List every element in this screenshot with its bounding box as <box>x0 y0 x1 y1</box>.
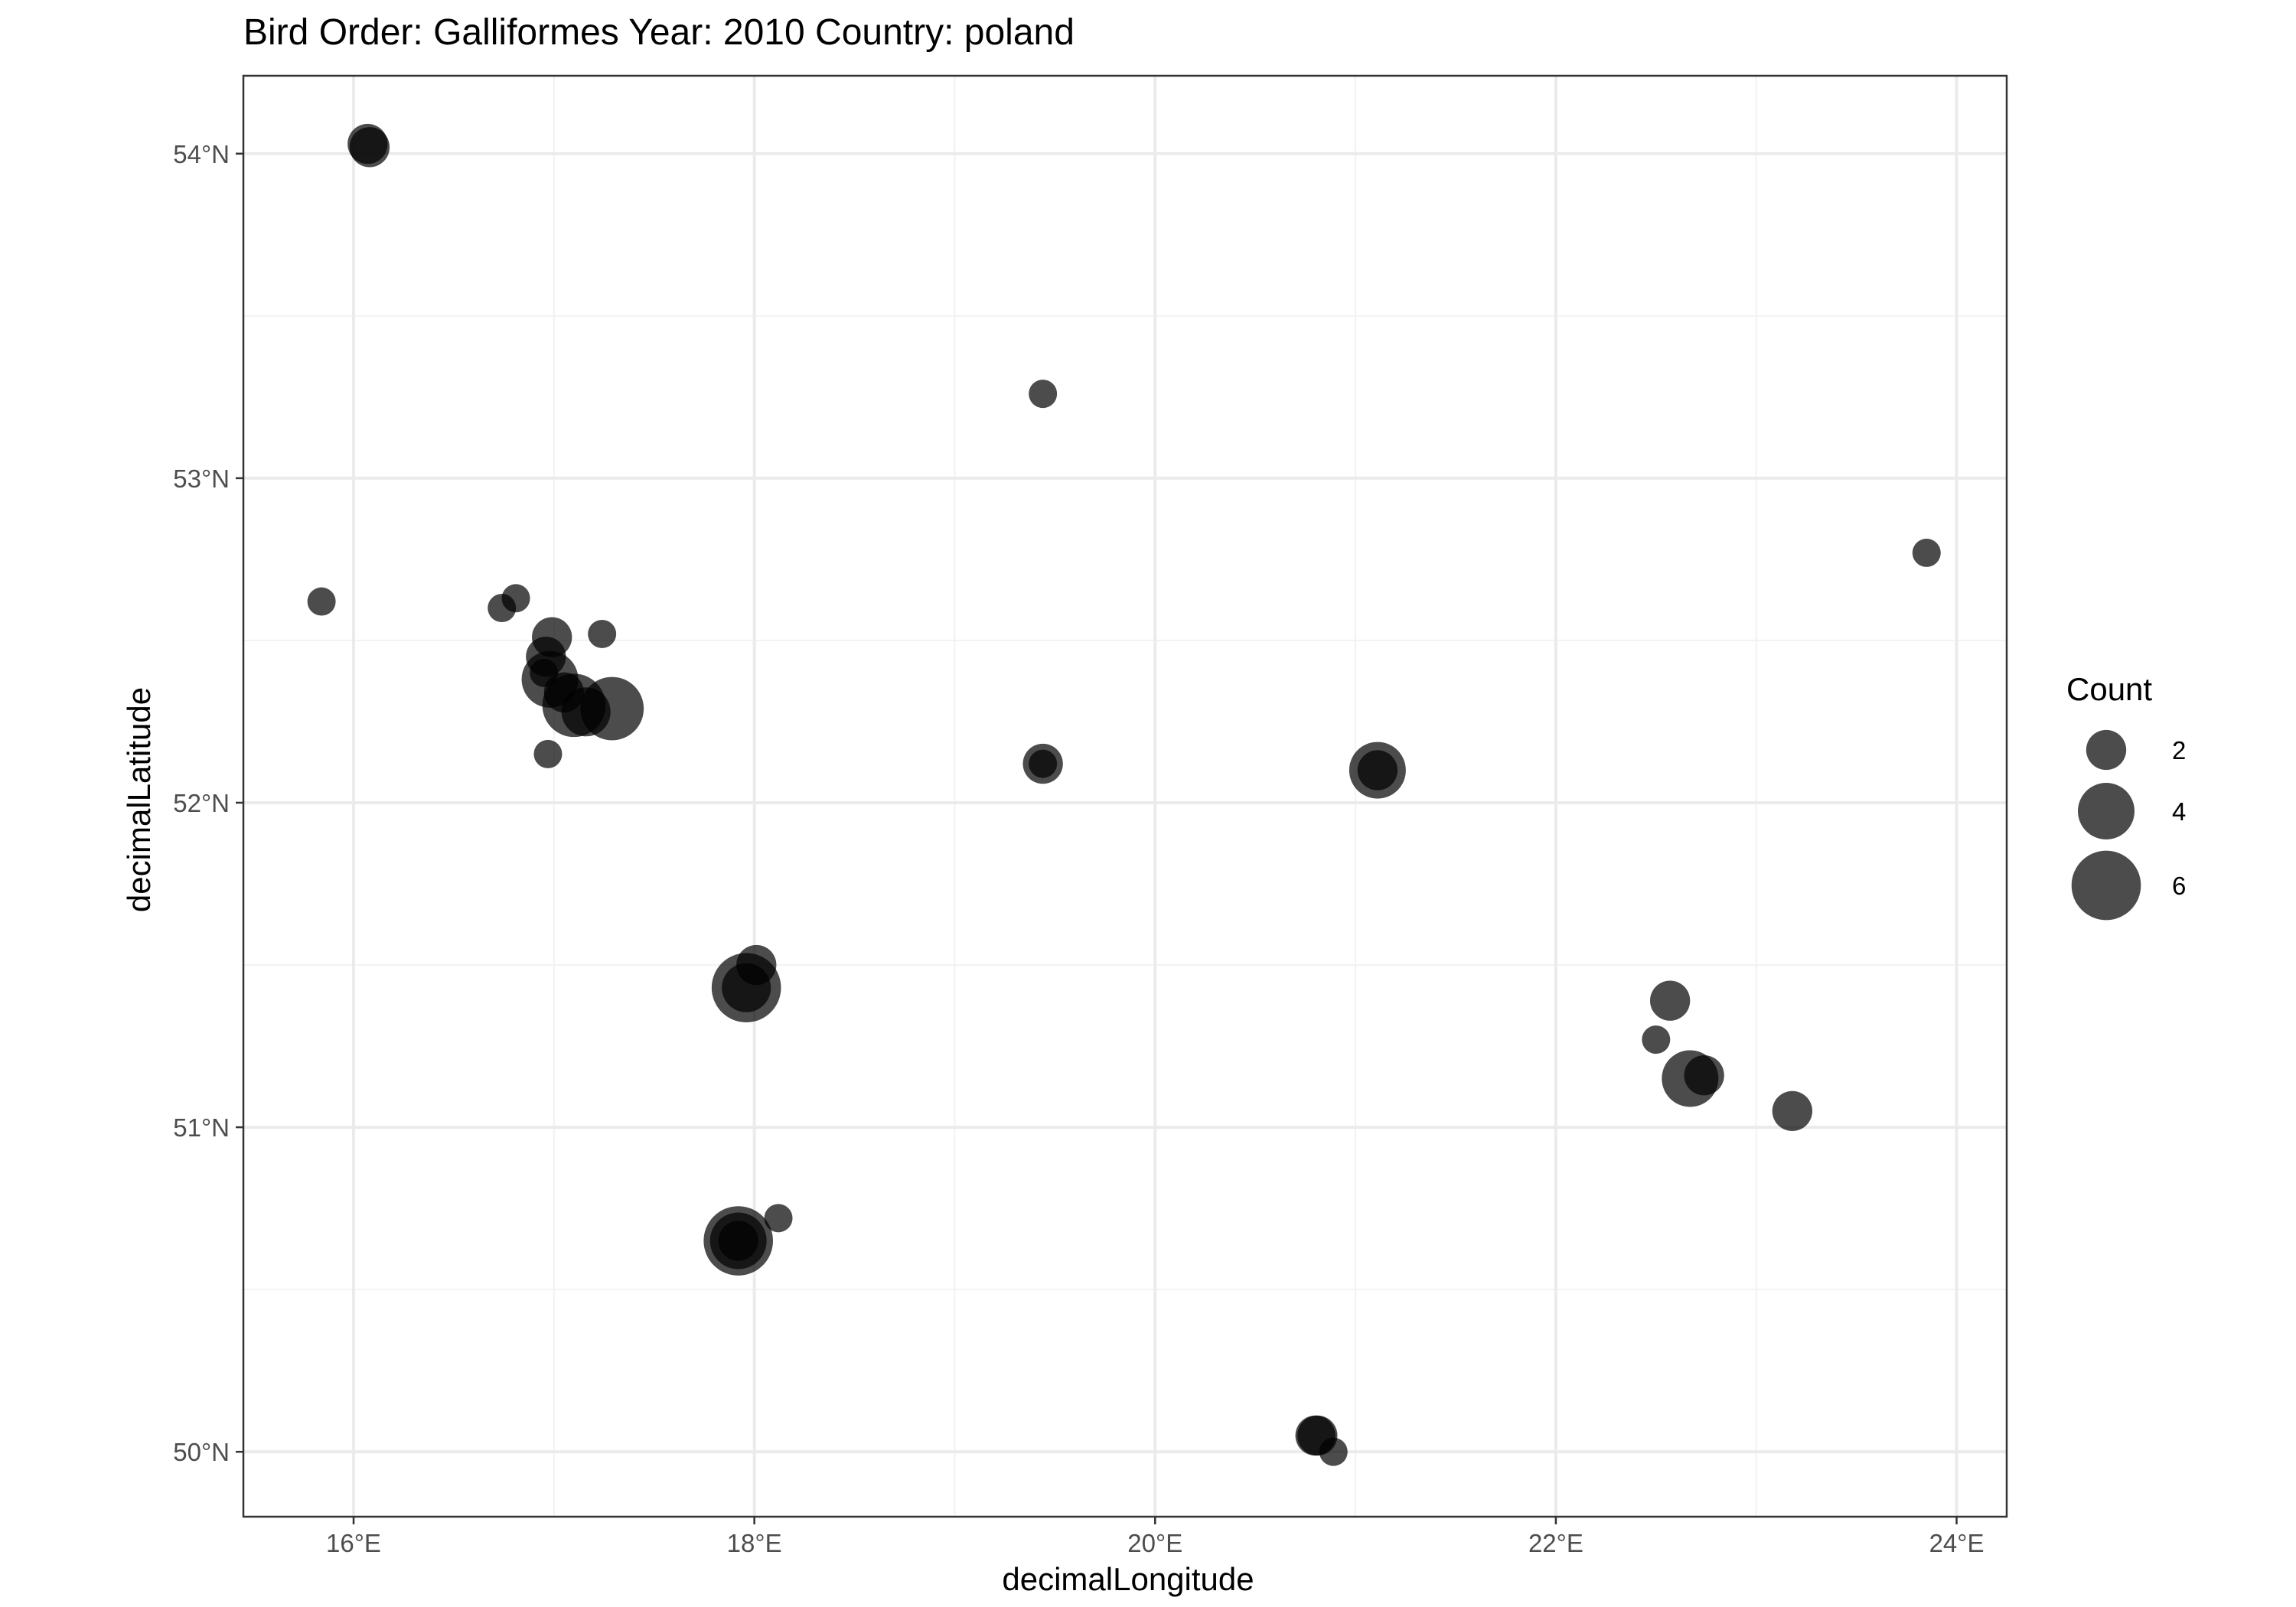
y-tick-label: 53°N <box>173 464 230 493</box>
data-point <box>588 619 617 648</box>
data-point <box>1642 1025 1671 1054</box>
x-tick-label: 24°E <box>1929 1529 1985 1557</box>
x-axis-title: decimalLongitude <box>1002 1561 1254 1597</box>
data-point <box>1649 980 1691 1021</box>
legend-label: 4 <box>2172 797 2186 826</box>
data-point <box>1912 538 1941 567</box>
axis-layer: 16°E 18°E 20°E 22°E 24°E 50°N 51°N 52°N 53°N 54°N <box>173 140 1984 1557</box>
grid-layer <box>243 76 2007 1517</box>
data-point <box>722 963 771 1012</box>
data-point <box>1357 750 1398 790</box>
data-point <box>533 739 563 768</box>
points-layer <box>307 123 1941 1466</box>
data-point <box>764 1204 793 1233</box>
x-tick-label: 16°E <box>326 1529 381 1557</box>
legend-key <box>2086 729 2127 771</box>
data-point <box>580 676 644 741</box>
y-axis-title: decimalLatitude <box>121 687 157 912</box>
legend-key <box>2078 783 2135 839</box>
chart-title: Bird Order: Galliformes Year: 2010 Count… <box>243 12 1075 53</box>
x-tick-label: 22°E <box>1528 1529 1583 1557</box>
legend-key <box>2071 850 2141 921</box>
x-tick-label: 20°E <box>1127 1529 1182 1557</box>
data-point <box>307 587 336 616</box>
legend-label: 2 <box>2172 736 2186 764</box>
x-tick-label: 18°E <box>727 1529 782 1557</box>
data-point <box>1319 1437 1348 1466</box>
panel-border <box>242 74 2008 1518</box>
data-point <box>1029 749 1058 778</box>
y-tick-label: 50°N <box>173 1438 230 1466</box>
data-point <box>718 1221 758 1261</box>
data-point <box>1029 380 1058 409</box>
y-tick-label: 51°N <box>173 1113 230 1142</box>
data-point <box>501 584 530 613</box>
y-tick-label: 54°N <box>173 140 230 168</box>
legend: Count 2 4 6 <box>2066 671 2186 921</box>
legend-label: 6 <box>2172 872 2186 900</box>
panel-border-layer <box>242 74 2008 1518</box>
legend-title: Count <box>2066 671 2152 707</box>
y-tick-label: 52°N <box>173 789 230 817</box>
data-point <box>1772 1090 1813 1132</box>
data-point <box>1662 1050 1719 1107</box>
data-point <box>349 127 390 168</box>
